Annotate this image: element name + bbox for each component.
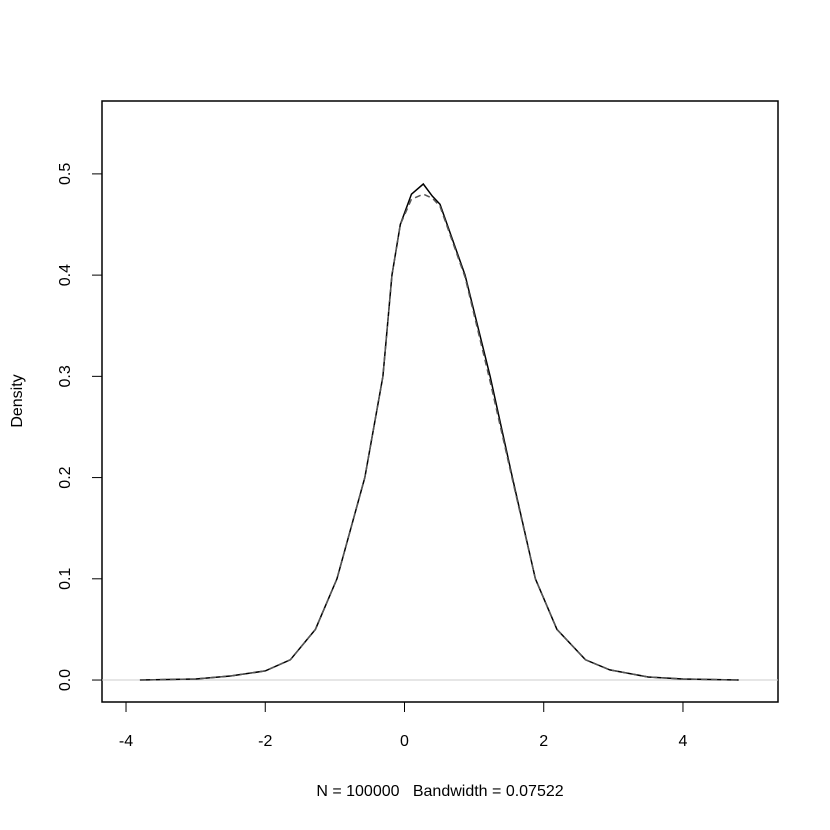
y-tick-label: 0.2 — [57, 466, 74, 488]
y-axis-label: Density — [9, 374, 26, 427]
x-tick-label: -4 — [119, 733, 133, 750]
x-tick-label: 2 — [539, 733, 548, 750]
x-axis-label: N = 100000 Bandwidth = 0.07522 — [316, 783, 563, 800]
x-tick-label: -2 — [258, 733, 272, 750]
plot-frame — [101, 100, 779, 703]
x-tick-label: 0 — [400, 733, 409, 750]
y-tick-label: 0.5 — [57, 163, 74, 185]
y-tick-label: 0.1 — [57, 568, 74, 590]
x-tick-label: 4 — [679, 733, 688, 750]
y-tick-label: 0.0 — [57, 669, 74, 691]
y-tick-label: 0.3 — [57, 365, 74, 387]
density-line — [139, 182, 739, 681]
density-line — [139, 193, 739, 681]
y-tick-label: 0.4 — [57, 264, 74, 286]
